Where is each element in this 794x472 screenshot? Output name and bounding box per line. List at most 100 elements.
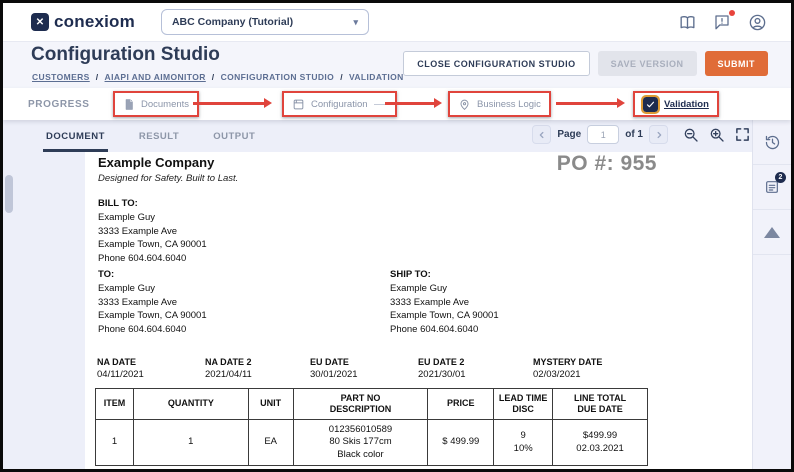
- date-eu-2: EU DATE 2 2021/30/01: [418, 357, 466, 380]
- annotation-arrow: [193, 102, 265, 105]
- breadcrumb: CUSTOMERS / AIAPI AND AIMONITOR / CONFIG…: [32, 72, 404, 82]
- previous-page-button[interactable]: [532, 125, 551, 144]
- page-count-label: of 1: [625, 129, 643, 140]
- company-selector[interactable]: ABC Company (Tutorial) ▾: [161, 9, 369, 35]
- documentation-button[interactable]: [677, 12, 697, 32]
- cell-line-total-due-date: $499.99 02.03.2021: [553, 420, 648, 466]
- to-block: TO: Example Guy 3333 Example Ave Example…: [98, 268, 207, 337]
- notification-dot: [729, 10, 735, 16]
- zoom-out-button[interactable]: [682, 126, 699, 143]
- doc-tagline: Designed for Safety. Built to Last.: [98, 173, 238, 184]
- cell-part-no-description: 012356010589 80 Skis 177cm Black color: [293, 420, 428, 466]
- expand-icon: [735, 127, 750, 142]
- location-pin-icon: [458, 98, 471, 111]
- ship-to-label: SHIP TO:: [390, 268, 499, 282]
- col-quantity: QUANTITY: [133, 389, 248, 420]
- cell-price: $ 499.99: [428, 420, 494, 466]
- right-toolbar: 2: [752, 120, 791, 469]
- col-unit: UNIT: [248, 389, 293, 420]
- ship-to-block: SHIP TO: Example Guy 3333 Example Ave Ex…: [390, 268, 499, 337]
- notes-button[interactable]: 2: [753, 165, 791, 210]
- doc-company-name: Example Company: [98, 155, 214, 170]
- bill-to-address: Example Guy 3333 Example Ave Example Tow…: [98, 211, 207, 266]
- conexiom-logo-icon: ✕: [31, 13, 49, 31]
- step-label: Documents: [141, 99, 189, 110]
- fullscreen-button[interactable]: [734, 126, 751, 143]
- history-clock-icon: [764, 134, 781, 151]
- page-title: Configuration Studio: [31, 44, 220, 66]
- date-na: NA DATE 04/11/2021: [97, 357, 144, 380]
- collapse-button[interactable]: [753, 210, 791, 255]
- save-version-button[interactable]: SAVE VERSION: [598, 51, 697, 76]
- date-mystery: MYSTERY DATE 02/03/2021: [533, 357, 602, 380]
- step-label: Validation: [664, 99, 709, 110]
- breadcrumb-validation: VALIDATION: [349, 72, 404, 82]
- col-item: ITEM: [96, 389, 134, 420]
- zoom-in-button[interactable]: [708, 126, 725, 143]
- zoom-in-icon: [709, 127, 725, 143]
- cell-item: 1: [96, 420, 134, 466]
- step-label: Business Logic: [477, 99, 541, 110]
- bill-to-label: BILL TO:: [98, 197, 207, 211]
- breadcrumb-configuration-studio: CONFIGURATION STUDIO: [221, 72, 335, 82]
- date-eu: EU DATE 30/01/2021: [310, 357, 358, 380]
- viewer-panel: DOCUMENT RESULT OUTPUT Page of 1: [3, 120, 791, 469]
- book-icon: [678, 13, 697, 32]
- breadcrumb-separator: /: [96, 72, 99, 82]
- page-header: Configuration Studio CUSTOMERS / AIAPI A…: [3, 42, 791, 88]
- to-label: TO:: [98, 268, 207, 282]
- vertical-scrollbar-thumb[interactable]: [5, 175, 13, 213]
- document-preview: Example Company Designed for Safety. Bui…: [85, 152, 752, 469]
- date-na-2: NA DATE 2 2021/04/11: [205, 357, 252, 380]
- cell-lead-time-disc: 9 10%: [494, 420, 553, 466]
- history-button[interactable]: [753, 120, 791, 165]
- page-number-input[interactable]: [587, 125, 619, 144]
- submit-button[interactable]: SUBMIT: [705, 51, 769, 76]
- col-lead-time-disc: LEAD TIME DISC: [494, 389, 553, 420]
- step-validation[interactable]: Validation: [633, 91, 719, 117]
- breadcrumb-separator: /: [212, 72, 215, 82]
- step-label: Configuration: [311, 99, 368, 110]
- doc-po-number: PO #: 955: [557, 152, 657, 176]
- document-icon: [123, 98, 135, 111]
- chevron-left-icon: [537, 130, 547, 140]
- tab-output[interactable]: OUTPUT: [210, 122, 258, 152]
- feedback-button[interactable]: [712, 12, 732, 32]
- table-row: 1 1 EA 012356010589 80 Skis 177cm Black …: [96, 420, 648, 466]
- notes-count-badge: 2: [775, 172, 786, 183]
- step-business-logic[interactable]: Business Logic: [448, 91, 551, 117]
- tab-result[interactable]: RESULT: [136, 122, 182, 152]
- annotation-arrow: [556, 102, 618, 105]
- conexiom-logo: ✕ conexiom: [31, 12, 135, 32]
- step-documents[interactable]: Documents: [113, 91, 199, 117]
- app-window: ✕ conexiom ABC Company (Tutorial) ▾: [0, 0, 794, 472]
- chevron-right-icon: [654, 130, 664, 140]
- to-address: Example Guy 3333 Example Ave Example Tow…: [98, 282, 207, 337]
- breadcrumb-separator: /: [340, 72, 343, 82]
- conexiom-logo-text: conexiom: [54, 12, 135, 32]
- col-part-no-description: PART NO DESCRIPTION: [293, 389, 428, 420]
- profile-button[interactable]: [747, 12, 767, 32]
- next-page-button[interactable]: [649, 125, 668, 144]
- company-selector-value: ABC Company (Tutorial): [172, 16, 293, 28]
- col-line-total-due-date: LINE TOTAL DUE DATE: [553, 389, 648, 420]
- step-configuration[interactable]: Configuration: [282, 91, 397, 117]
- col-price: PRICE: [428, 389, 494, 420]
- breadcrumb-customers[interactable]: CUSTOMERS: [32, 72, 90, 82]
- cell-unit: EA: [248, 420, 293, 466]
- table-header-row: ITEM QUANTITY UNIT PART NO DESCRIPTION P…: [96, 389, 648, 420]
- breadcrumb-aiapi-and-aimonitor[interactable]: AIAPI AND AIMONITOR: [105, 72, 206, 82]
- cell-quantity: 1: [133, 420, 248, 466]
- annotation-arrow: [385, 102, 435, 105]
- validation-icon: [643, 97, 658, 112]
- chevron-down-icon: ▾: [353, 17, 358, 28]
- line-items-table: ITEM QUANTITY UNIT PART NO DESCRIPTION P…: [95, 388, 648, 466]
- page-navigation: Page of 1: [532, 125, 751, 144]
- user-icon: [748, 13, 767, 32]
- page-label: Page: [557, 129, 581, 140]
- close-configuration-studio-button[interactable]: CLOSE CONFIGURATION STUDIO: [403, 51, 589, 76]
- zoom-out-icon: [683, 127, 699, 143]
- progress-stepper: PROGRESS Documents Configuration Busines…: [3, 88, 791, 120]
- tab-document[interactable]: DOCUMENT: [43, 122, 108, 152]
- configuration-icon: [292, 98, 305, 111]
